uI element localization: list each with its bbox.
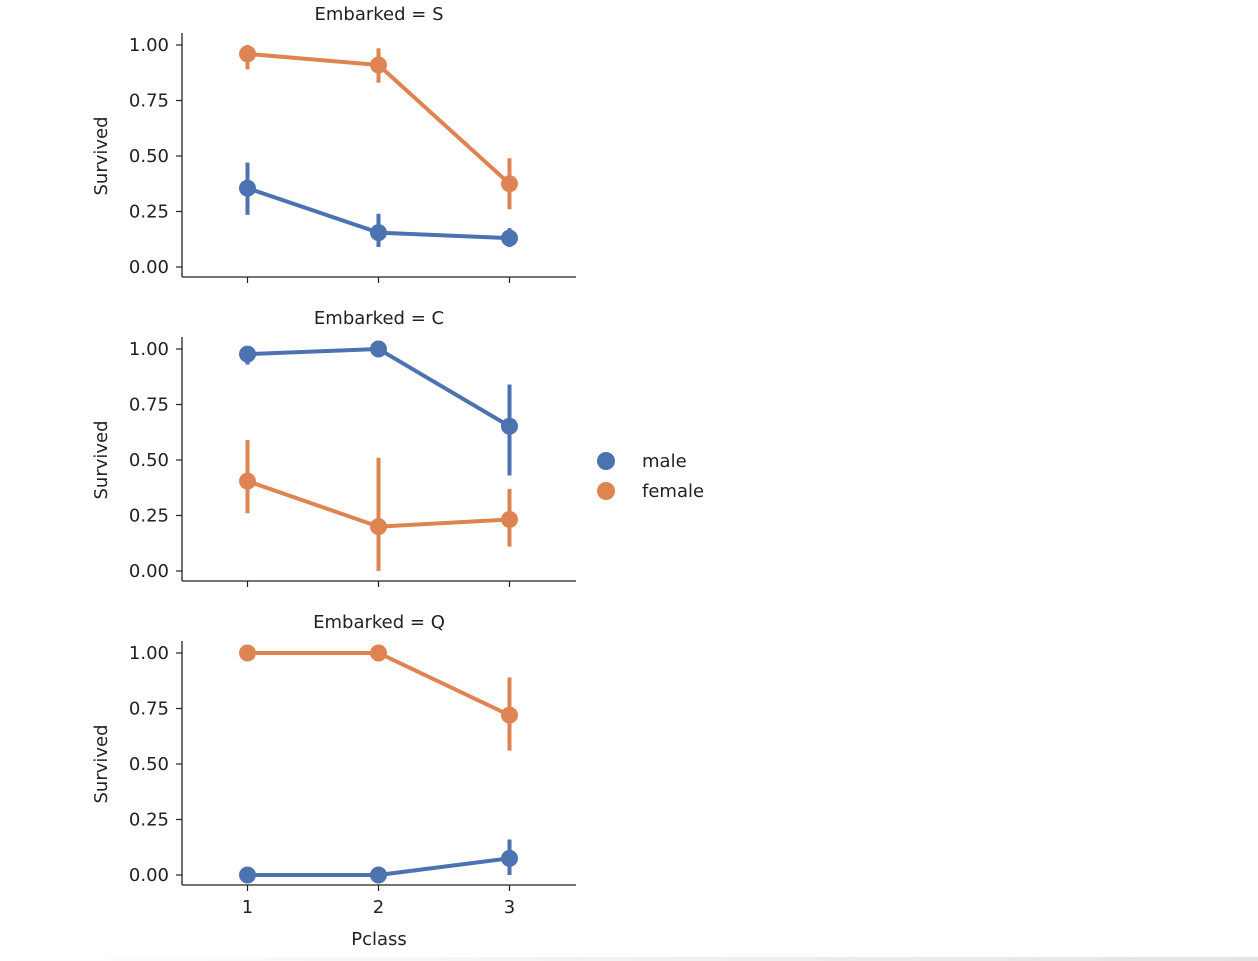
point-female <box>501 175 518 193</box>
y-tick-label: 1.00 <box>129 339 169 360</box>
y-tick-label: 1.00 <box>129 643 169 664</box>
point-male <box>239 179 256 197</box>
legend-label-female: female <box>642 481 704 502</box>
x-tick-label: 1 <box>242 897 253 918</box>
x-tick-label: 3 <box>504 897 515 918</box>
point-female <box>501 706 518 724</box>
point-female <box>501 510 518 528</box>
legend-marker-female <box>597 482 615 500</box>
y-tick-label: 0.25 <box>129 810 169 831</box>
point-male <box>239 866 256 884</box>
y-axis-label: Survived <box>91 116 112 195</box>
y-tick-label: 0.75 <box>129 395 169 416</box>
facet-title: Embarked = C <box>314 308 444 329</box>
y-tick-label: 0.25 <box>129 506 169 527</box>
series-line-female <box>247 651 511 717</box>
y-axis-label: Survived <box>91 420 112 499</box>
y-tick-label: 0.25 <box>129 202 169 223</box>
legend-label-male: male <box>642 451 687 472</box>
point-male <box>501 229 518 247</box>
point-female <box>239 472 256 490</box>
point-female <box>370 518 387 536</box>
series-line-male <box>247 347 511 428</box>
point-male <box>501 849 518 867</box>
y-tick-label: 0.50 <box>129 146 169 167</box>
point-male <box>370 340 387 358</box>
point-female <box>239 45 256 63</box>
y-tick-label: 0.50 <box>129 754 169 775</box>
facet-title: Embarked = S <box>315 4 444 25</box>
y-tick-label: 0.00 <box>129 561 169 582</box>
legend-marker-male <box>597 452 615 470</box>
x-axis-label: Pclass <box>351 929 407 950</box>
point-male <box>370 224 387 242</box>
point-female <box>370 644 387 662</box>
y-tick-label: 1.00 <box>129 35 169 56</box>
y-axis-label: Survived <box>91 724 112 803</box>
y-tick-label: 0.00 <box>129 865 169 886</box>
point-male <box>501 417 518 435</box>
y-tick-label: 0.75 <box>129 91 169 112</box>
point-female <box>370 56 387 74</box>
point-male <box>239 345 256 363</box>
x-tick-label: 2 <box>373 897 384 918</box>
facet-title: Embarked = Q <box>313 612 445 633</box>
y-tick-label: 0.00 <box>129 257 169 278</box>
y-tick-label: 0.50 <box>129 450 169 471</box>
point-female <box>239 644 256 662</box>
window-bottom-edge <box>0 957 1258 961</box>
point-male <box>370 866 387 884</box>
y-tick-label: 0.75 <box>129 699 169 720</box>
